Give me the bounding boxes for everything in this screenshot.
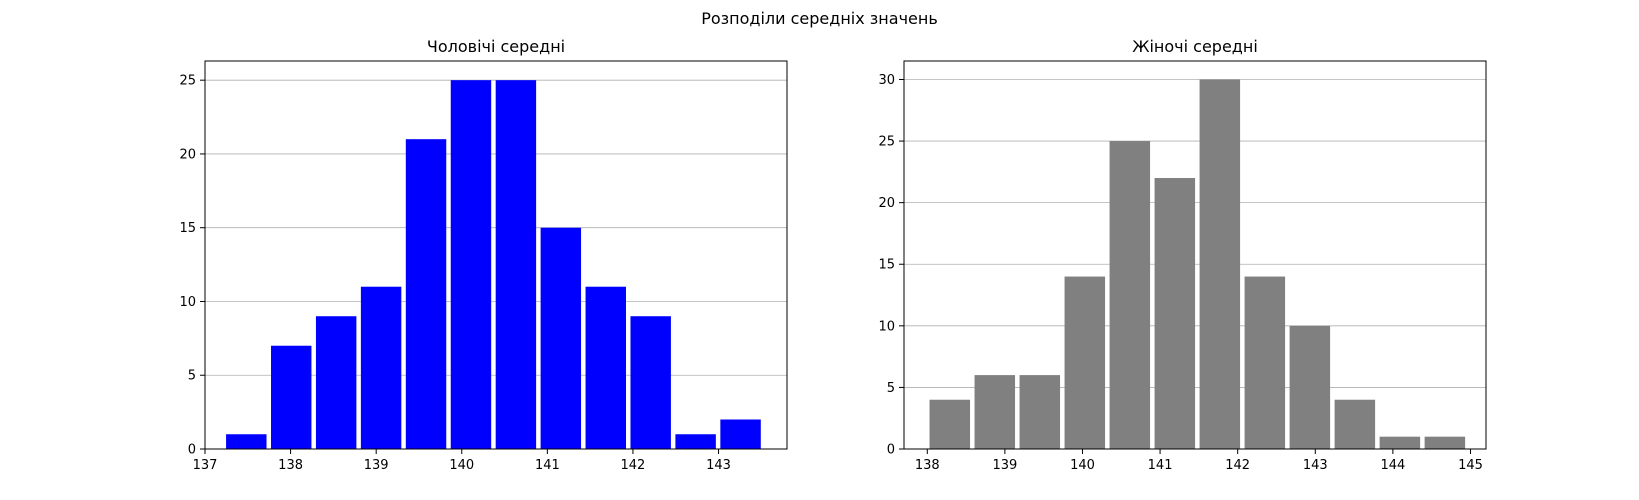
male-x-tick-label: 138: [278, 458, 303, 473]
female-x-tick-label: 140: [1070, 458, 1095, 473]
female-bar: [1064, 276, 1106, 449]
male-bar: [405, 139, 447, 449]
female-y-tick-label: 15: [878, 258, 895, 273]
female-y-tick-label: 30: [878, 73, 895, 88]
male-bar: [495, 80, 537, 449]
male-bar: [271, 345, 312, 449]
female-bar: [1379, 436, 1421, 449]
female-y-tick-label: 0: [887, 443, 895, 458]
female-y-tick-label: 20: [878, 196, 895, 211]
female-y-tick-label: 10: [878, 319, 895, 334]
female-x-tick-label: 139: [992, 458, 1017, 473]
male-x-tick-label: 142: [621, 458, 646, 473]
male-axes-frame: [204, 60, 788, 450]
male-y-tick-label: 0: [188, 443, 196, 458]
female-x-tick-label: 143: [1303, 458, 1328, 473]
male-bar: [675, 434, 716, 449]
female-bar: [1424, 436, 1466, 449]
female-x-tick-label: 141: [1148, 458, 1173, 473]
male-x-tick-label: 140: [449, 458, 474, 473]
female-bar: [929, 399, 971, 449]
female-bar: [1019, 375, 1061, 449]
male-y-tick-label: 20: [179, 147, 196, 162]
female-x-tick-label: 138: [915, 458, 940, 473]
male-x-tick-label: 139: [364, 458, 389, 473]
female-axes-frame: [903, 60, 1487, 450]
female-bar: [1334, 399, 1376, 449]
male-x-tick-label: 143: [706, 458, 731, 473]
female-bar: [1289, 325, 1331, 449]
male-x-tick-label: 137: [193, 458, 218, 473]
male-x-tick-label: 141: [535, 458, 560, 473]
female-y-tick-label: 25: [878, 135, 895, 150]
male-y-tick-label: 15: [179, 221, 196, 236]
female-x-tick-label: 145: [1458, 458, 1483, 473]
male-bar: [630, 316, 671, 449]
male-bar: [315, 316, 357, 449]
male-bar: [585, 286, 626, 449]
female-bar: [974, 375, 1016, 449]
female-bar: [1199, 79, 1241, 449]
male-y-tick-label: 10: [179, 295, 196, 310]
male-bar: [226, 434, 267, 449]
female-bar: [1109, 141, 1151, 450]
female-x-tick-label: 144: [1380, 458, 1405, 473]
male-bar: [450, 80, 492, 449]
female-bar: [1154, 178, 1196, 449]
female-y-tick-label: 5: [887, 381, 895, 396]
male-chart-title: Чоловічі середні: [427, 37, 565, 56]
male-bar: [540, 227, 582, 449]
male-bar: [720, 419, 761, 449]
male-y-tick-label: 5: [188, 369, 196, 384]
male-bar: [360, 286, 402, 449]
female-chart-title: Жіночі середні: [1132, 37, 1258, 56]
female-bar: [1244, 276, 1286, 449]
female-x-tick-label: 142: [1225, 458, 1250, 473]
figure-suptitle: Розподіли середніх значень: [701, 9, 938, 28]
male-y-tick-label: 25: [179, 74, 196, 89]
